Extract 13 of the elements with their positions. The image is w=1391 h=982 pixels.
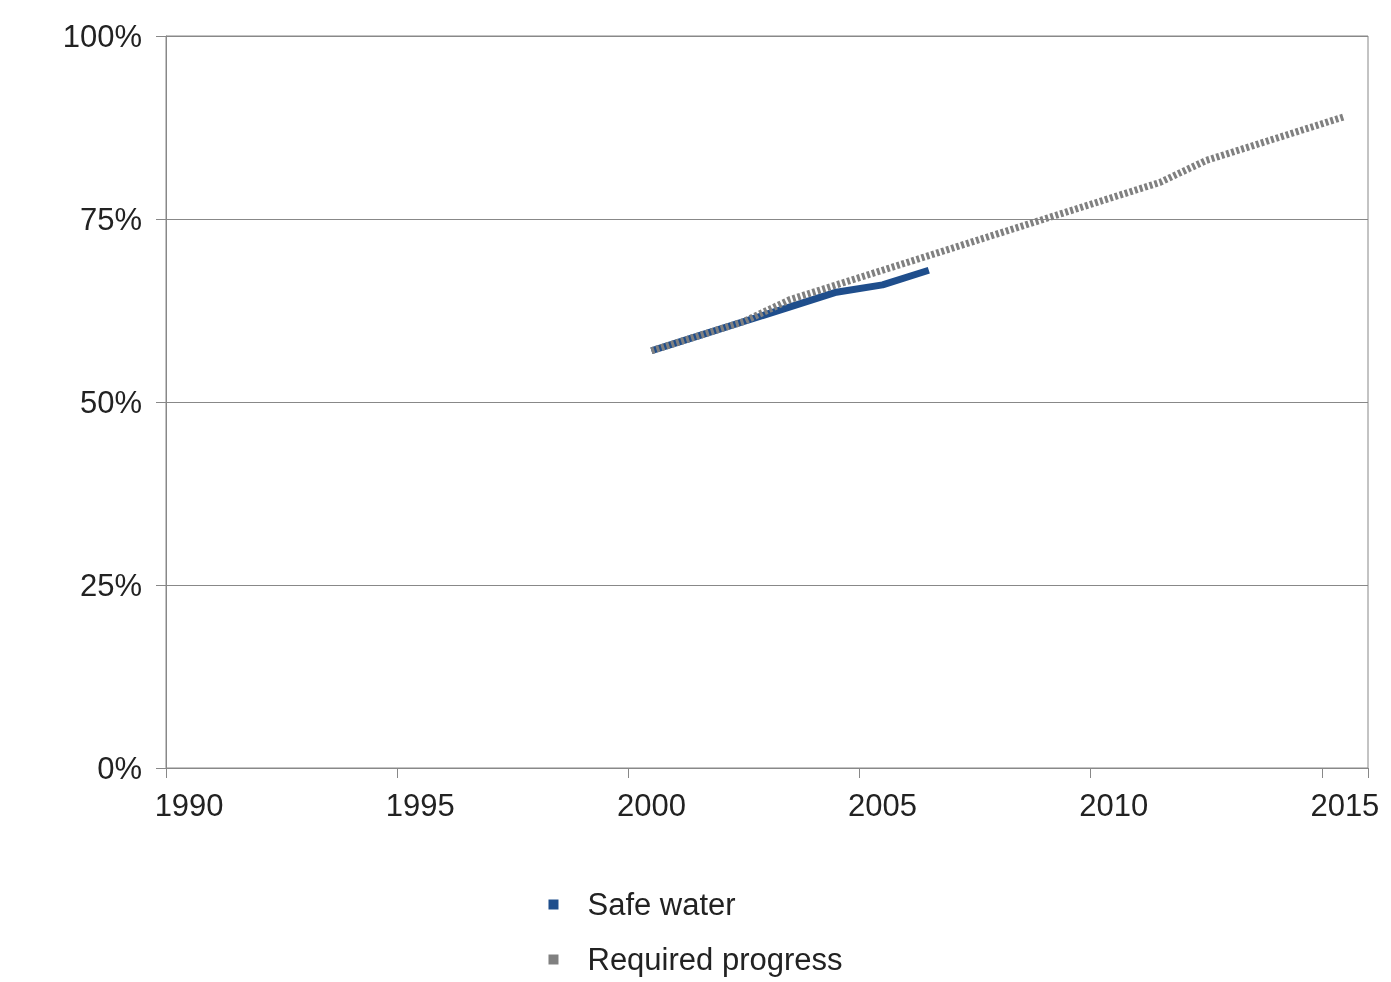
x-tick-label: 2015 [1310, 788, 1380, 823]
legend-label: Safe water [587, 887, 736, 922]
y-tick-label: 50% [79, 384, 142, 420]
legend-label: Required progress [587, 942, 843, 977]
x-tick-label: 2005 [848, 788, 918, 823]
x-tick-label: 2010 [1079, 788, 1149, 823]
y-tick-label: 75% [79, 201, 142, 237]
x-tick-label: 2000 [616, 788, 686, 823]
y-tick-label: 0% [97, 750, 142, 786]
y-tick-label: 25% [79, 567, 142, 603]
x-tick-label: 1990 [154, 788, 224, 823]
x-tick-label: 1995 [385, 788, 455, 823]
y-tick-label: 100% [62, 18, 142, 54]
